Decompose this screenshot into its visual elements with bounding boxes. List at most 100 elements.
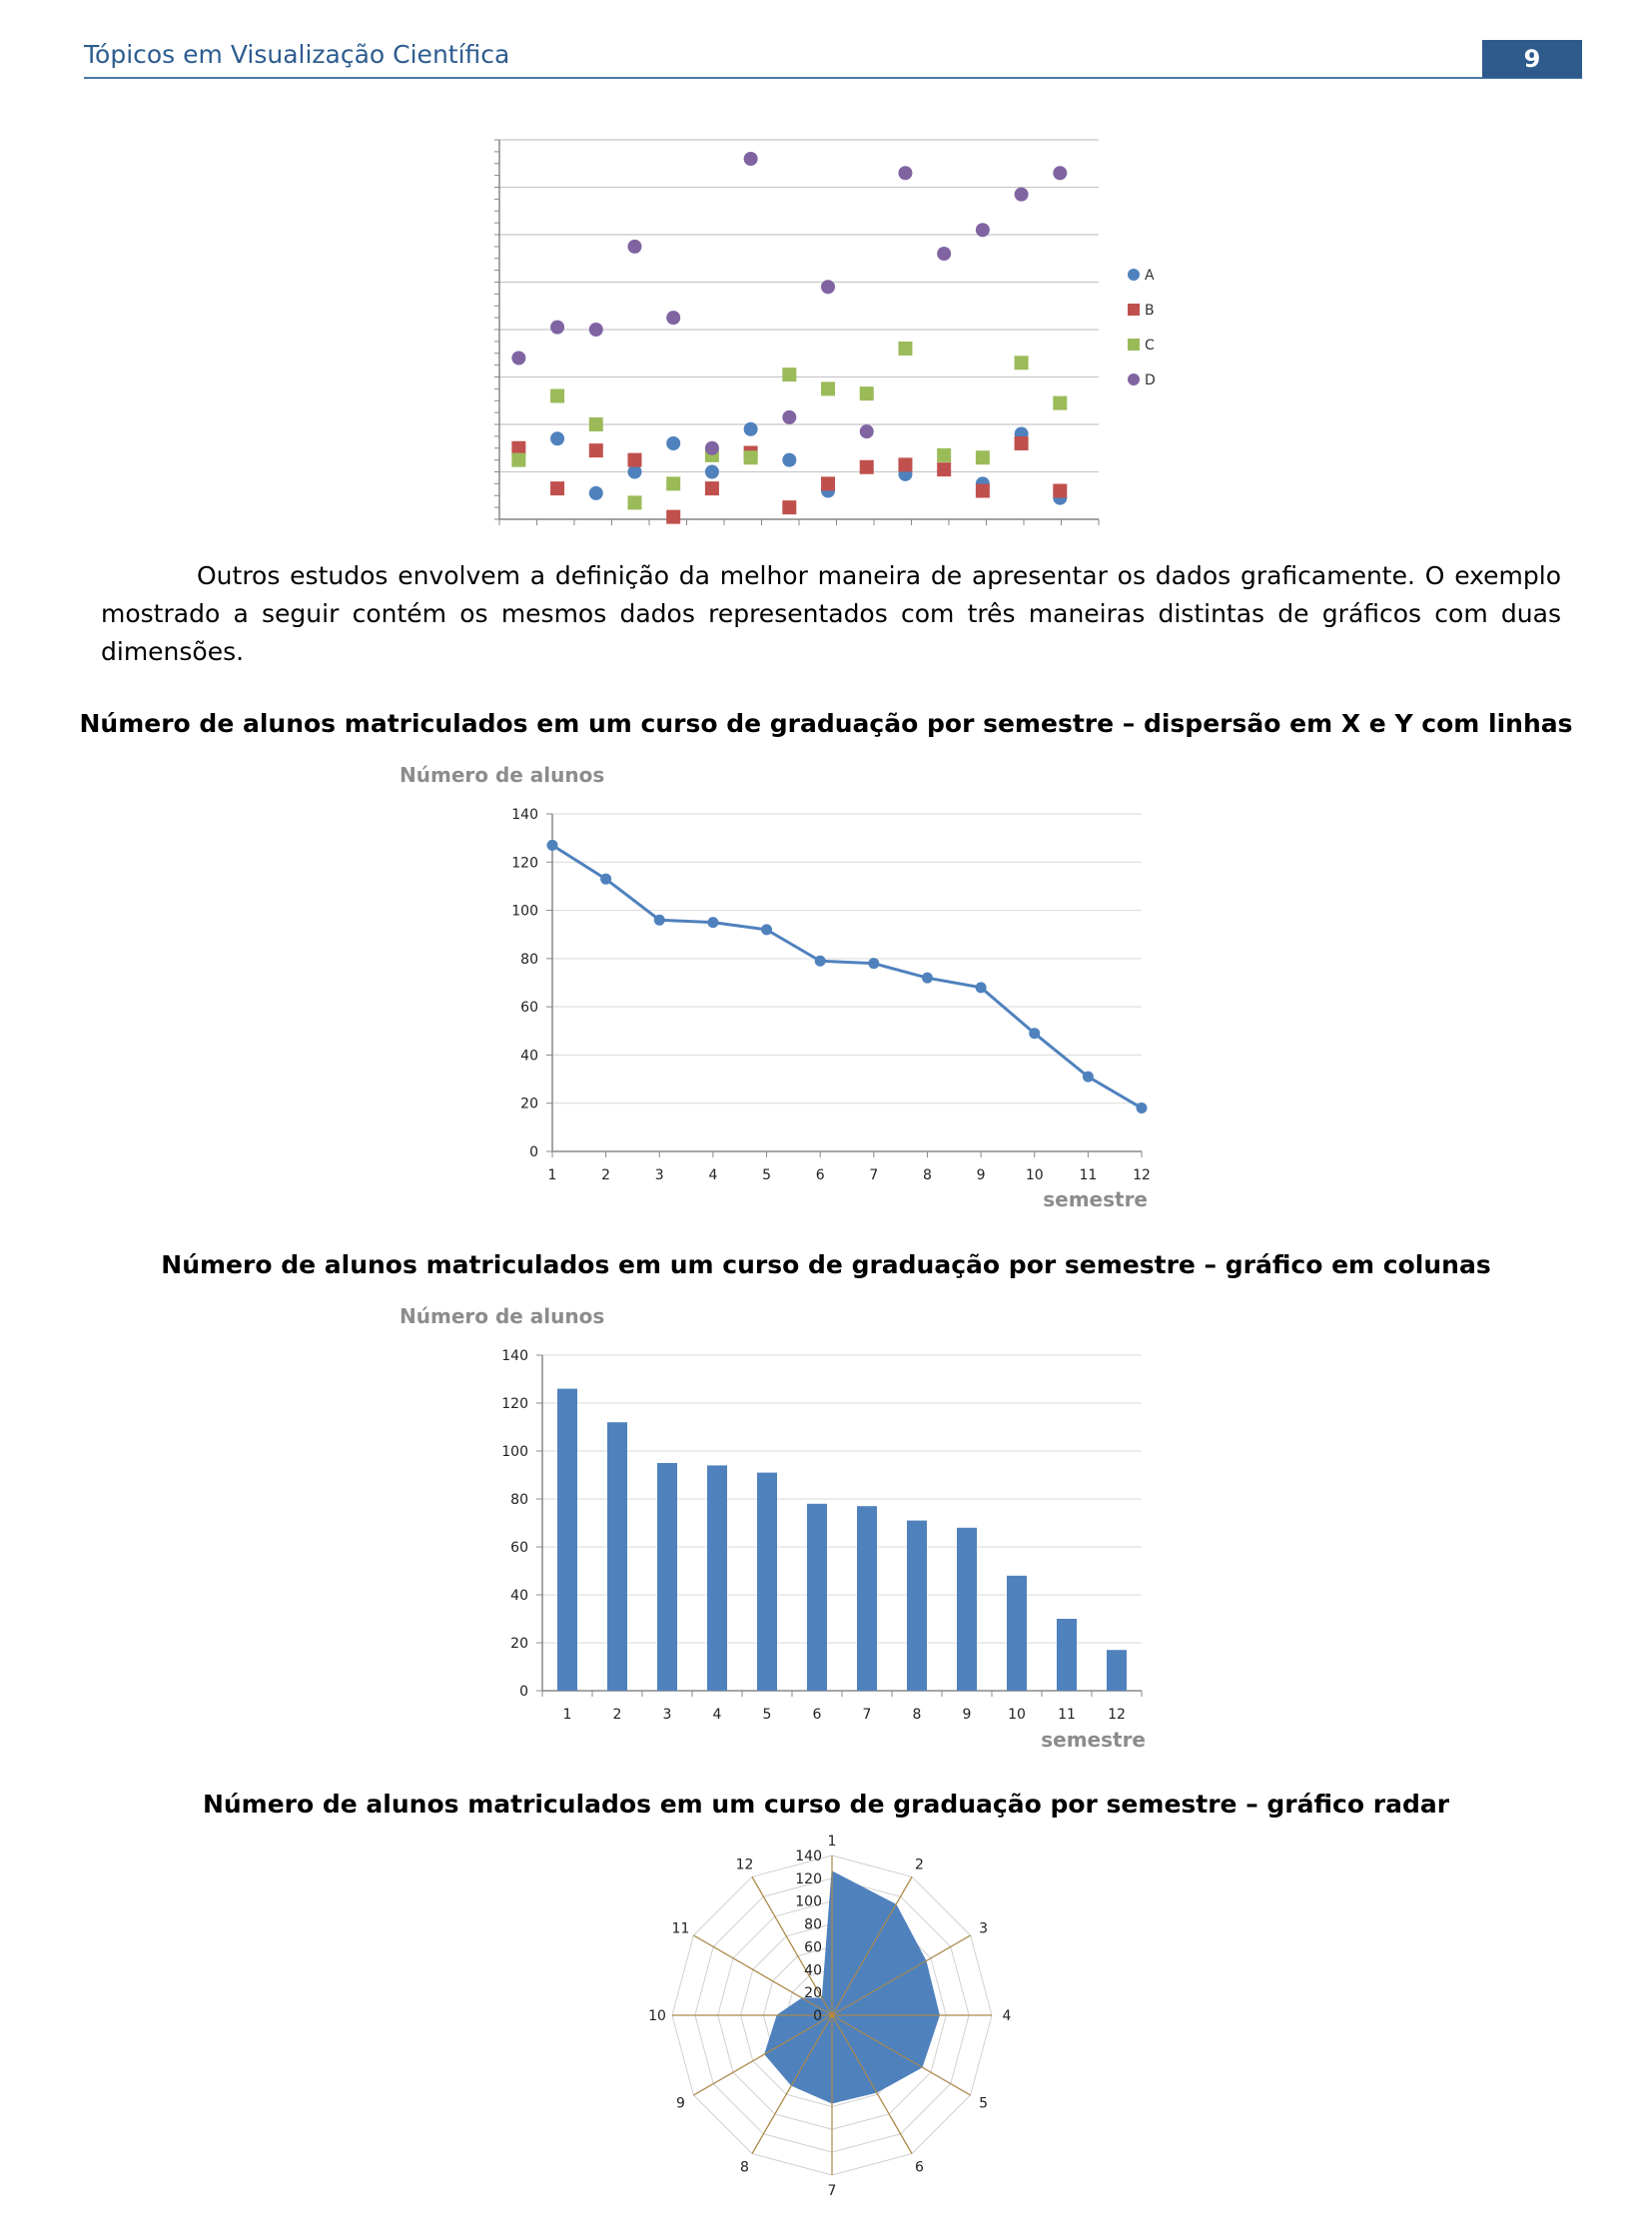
header-divider [84,77,1582,79]
x-tick-label: 7 [869,1167,878,1183]
legend-marker-B [1128,304,1140,316]
scatter-point-B [627,452,642,467]
data-point [975,982,987,994]
y-tick-label: 20 [520,1097,538,1112]
data-point [921,972,933,984]
y-tick-label: 100 [501,1444,528,1460]
legend-label-D: D [1145,372,1156,388]
x-axis-label: semestre [1043,1187,1148,1211]
x-tick-label: 10 [1008,1707,1026,1723]
bar-1 [557,1388,577,1691]
scatter-point-A [588,485,603,500]
scatter-point-C [782,368,797,382]
y-tick-label: 60 [510,1540,528,1556]
scatter-point-D [550,320,565,335]
bar-chart-title: Número de alunos matriculados em um curs… [161,1250,1491,1279]
y-tick-label: 140 [501,1348,528,1364]
x-tick-label: 5 [763,1707,772,1723]
scatter-point-D [1014,187,1029,202]
y-tick-label: 140 [511,807,538,823]
scatter-point-C [898,342,913,356]
radar-category-label: 7 [828,2183,837,2199]
radar-tick-label: 120 [795,1871,822,1887]
data-point [546,839,558,851]
x-tick-label: 10 [1026,1167,1044,1183]
radar-tick-label: 20 [804,1985,822,2001]
data-point [761,924,773,936]
radar-tick-label: 100 [795,1894,822,1910]
scatter-point-A [666,436,681,450]
y-tick-label: 120 [501,1396,528,1412]
scatter-point-B [588,443,603,458]
radar-category-label: 9 [676,2096,685,2112]
data-point [1136,1103,1148,1114]
radar-category-label: 10 [648,2008,666,2024]
scatter-point-A [743,421,758,436]
y-tick-label: 60 [520,1000,538,1016]
y-axis-label: Número de alunos [400,763,604,787]
radar-category-label: 6 [915,2160,924,2176]
x-tick-label: 8 [913,1707,922,1723]
scatter-point-B [704,481,719,496]
radar-spoke-overlay [831,1934,971,2016]
radar-area [764,1870,940,2104]
data-point [707,917,719,929]
legend-label-C: C [1145,338,1155,354]
radar-tick-label: 140 [795,1848,822,1864]
scatter-point-B [550,481,565,496]
scatter-point-C [937,447,952,462]
scatter-point-D [898,166,913,181]
scatter-point-B [1053,483,1068,498]
bar-4 [707,1465,727,1691]
x-tick-label: 12 [1133,1167,1151,1183]
scatter-chart: A B C D [494,139,1156,525]
scatter-point-B [859,459,874,474]
scatter-point-C [627,495,642,510]
scatter-point-B [1014,436,1029,450]
bar-3 [657,1463,677,1691]
data-point [814,955,826,967]
line-chart-title: Número de alunos matriculados em um curs… [79,709,1573,738]
scatter-point-C [1053,395,1068,410]
legend-marker-D [1128,373,1140,385]
y-tick-label: 100 [511,904,538,920]
bar-7 [857,1506,877,1691]
body-paragraph: Outros estudos envolvem a definição da m… [101,557,1561,671]
data-point [600,873,612,885]
y-tick-label: 0 [519,1684,528,1700]
scatter-point-D [627,239,642,254]
scatter-point-D [511,351,526,366]
x-tick-label: 5 [762,1167,771,1183]
legend-marker-A [1128,269,1140,281]
scatter-point-B [937,462,952,477]
scatter-point-C [588,417,603,431]
series-line [551,844,1143,1109]
page-number: 9 [1482,40,1582,78]
scatter-point-D [666,311,681,326]
x-tick-label: 4 [713,1707,722,1723]
x-tick-label: 12 [1108,1707,1126,1723]
x-tick-label: 3 [663,1707,672,1723]
bar-9 [957,1527,977,1691]
radar-category-label: 4 [1003,2008,1012,2024]
scatter-point-D [821,280,836,295]
scatter-point-C [743,450,758,465]
data-point [868,958,880,970]
radar-spoke-overlay [693,1934,833,2016]
radar-tick-label: 40 [804,1962,822,1978]
radar-spoke-overlay [831,2014,971,2096]
x-tick-label: 7 [863,1707,872,1723]
y-axis-label: Número de alunos [400,1304,604,1328]
x-tick-label: 9 [963,1707,972,1723]
y-tick-label: 40 [520,1048,538,1064]
scatter-point-A [627,464,642,479]
scatter-point-A [550,431,565,446]
scatter-point-D [859,424,874,439]
radar-category-label: 12 [736,1856,754,1872]
bar-8 [907,1520,927,1691]
bar-2 [607,1422,627,1691]
scatter-point-D [975,223,990,238]
radar-tick-label: 80 [804,1917,822,1933]
x-tick-label: 8 [923,1167,932,1183]
